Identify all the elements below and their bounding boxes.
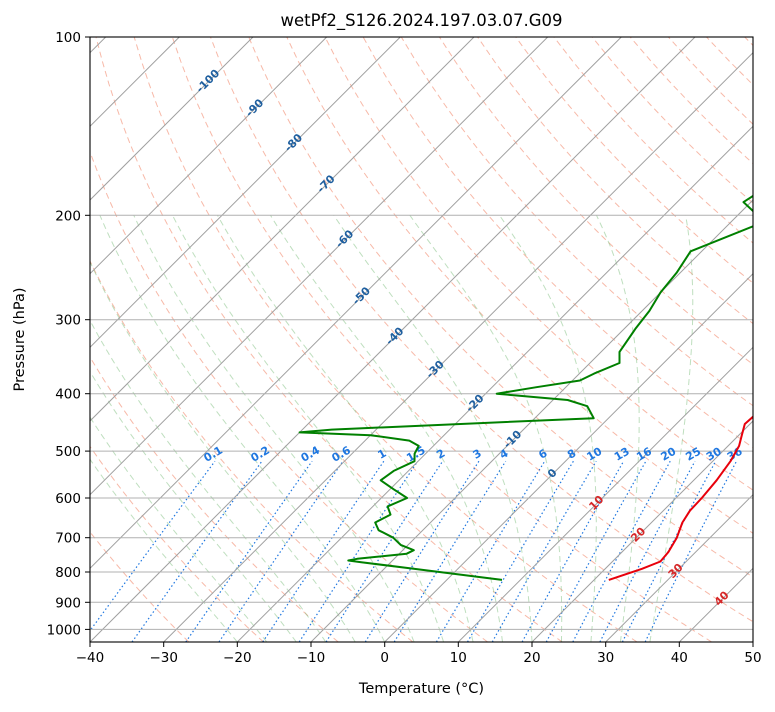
isotherm-line (753, 37, 775, 642)
y-tick-label: 300 (55, 313, 81, 329)
moist-adiabat (0, 215, 267, 642)
isotherm-label: -30 (424, 358, 447, 381)
mixing-ratio-label: 30 (704, 445, 724, 464)
isotherm-label: -40 (383, 324, 406, 347)
x-tick-label: 0 (380, 650, 389, 666)
dry-adiabat (554, 37, 775, 642)
x-axis-label: Temperature (°C) (358, 681, 484, 697)
y-tick-label: 900 (55, 595, 81, 611)
chart-title: wetPf2_S126.2024.197.03.07.G09 (280, 11, 562, 31)
x-tick-label: −10 (297, 650, 326, 666)
pressure-gridlines (90, 37, 753, 629)
y-tick-label: 200 (55, 208, 81, 224)
x-tick-label: 30 (597, 650, 614, 666)
mixing-ratio-line (82, 461, 215, 642)
isotherm-line (385, 37, 775, 642)
y-tick-label: 500 (55, 444, 81, 460)
mixing-ratio-label: 0.1 (201, 444, 224, 465)
dry-adiabat (20, 37, 413, 642)
dry-adiabat (516, 37, 775, 642)
mixing-ratio-line (522, 461, 624, 642)
mixing-ratio-line (645, 461, 736, 642)
mixing-ratio-label: 0.4 (299, 443, 323, 464)
isotherm-label: -60 (333, 227, 356, 250)
isotherm-label: 10 (586, 493, 606, 513)
isotherm-label: 20 (628, 524, 648, 544)
mixing-ratio-label: 6 (536, 446, 549, 461)
x-tick-label: 40 (671, 650, 688, 666)
moist-adiabat (597, 215, 640, 642)
y-tick-label: 1000 (47, 622, 81, 638)
isotherm-line (0, 37, 474, 642)
mixing-ratio-line (326, 461, 443, 642)
isotherm-line (0, 37, 400, 642)
y-tick-label: 400 (55, 387, 81, 403)
dry-adiabat (668, 37, 775, 642)
y-tick-label: 800 (55, 565, 81, 581)
dry-adiabat (0, 37, 338, 642)
mixing-ratio-label: 1 (375, 447, 388, 462)
isotherm-label: -20 (463, 392, 486, 415)
isotherm-line (679, 37, 775, 642)
y-axis-label: Pressure (hPa) (12, 287, 28, 391)
isotherm-label: -50 (350, 284, 373, 307)
mixing-ratio-label: 2 (434, 447, 447, 462)
mixing-ratio-label: 1.5 (404, 444, 427, 465)
mixing-ratio-line (492, 461, 596, 642)
moist-adiabat (0, 215, 237, 642)
isotherm-label: -90 (243, 96, 266, 119)
mixing-ratio-line (600, 461, 695, 642)
x-tick-label: −30 (149, 650, 178, 666)
mixing-ratio-label: 13 (612, 445, 632, 464)
mixing-ratio-line (573, 461, 670, 642)
isotherm-label: -80 (282, 131, 305, 154)
mixing-ratio-line (132, 461, 262, 642)
dry-adiabat (58, 37, 488, 642)
mixing-ratio-label: 0.6 (330, 443, 354, 464)
isotherm-line (311, 37, 775, 642)
y-tick-label: 100 (55, 30, 81, 46)
isotherm-line (0, 37, 327, 642)
x-tick-label: 50 (744, 650, 761, 666)
x-tick-label: −20 (223, 650, 252, 666)
x-tick-label: 10 (450, 650, 467, 666)
isotherm-label: -70 (314, 172, 337, 195)
isotherm-line (164, 37, 769, 642)
moist-adiabat (70, 215, 356, 642)
dry-adiabat (0, 37, 189, 642)
isotherm-label: 0 (545, 466, 560, 481)
isotherm-label: -100 (194, 67, 223, 96)
dry-adiabat (0, 37, 264, 642)
dry-adiabat (592, 37, 775, 642)
mixing-ratio-label: 10 (585, 445, 605, 464)
mixing-ratio-label: 20 (659, 445, 679, 464)
mixing-ratio-label: 25 (683, 445, 703, 464)
mixing-ratio-label: 0.2 (248, 444, 271, 465)
x-tick-label: 20 (523, 650, 540, 666)
moist-adiabat (43, 215, 326, 642)
isotherm-line (458, 37, 775, 642)
y-tick-label: 600 (55, 491, 81, 507)
dry-adiabat (745, 37, 775, 642)
mixing-ratio-label: 3 (471, 447, 484, 462)
isotherm-label: 40 (712, 588, 732, 608)
isotherm-label: 30 (666, 561, 686, 581)
y-tick-label: 700 (55, 531, 81, 547)
mixing-ratio-line (365, 461, 479, 642)
isotherm-line (16, 37, 621, 642)
dry-adiabat (707, 37, 775, 642)
mixing-ratio-label: 16 (634, 445, 654, 464)
plot-frame (90, 37, 753, 642)
isotherm-line (0, 37, 253, 642)
x-tick-label: −40 (76, 650, 105, 666)
isotherm-line (237, 37, 775, 642)
